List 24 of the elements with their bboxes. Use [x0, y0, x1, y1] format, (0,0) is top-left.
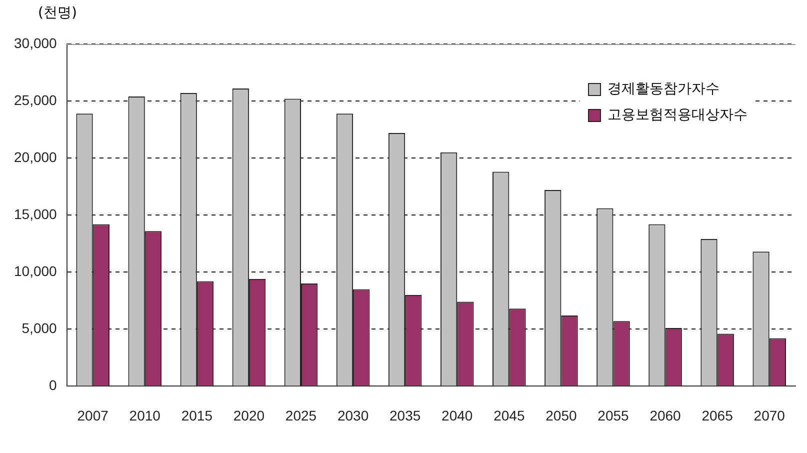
y-tick-label: 25,000: [14, 92, 58, 108]
x-tick-label: 2010: [129, 407, 161, 424]
x-tick-label: 2045: [494, 407, 525, 424]
y-tick-label: 5,000: [22, 320, 58, 336]
y-tick-label: 20,000: [14, 148, 58, 165]
x-tick-label: 2065: [702, 407, 734, 424]
x-tick-label: 2035: [390, 407, 421, 424]
x-tick-label: 2070: [754, 407, 786, 424]
x-tick-label: 2025: [285, 407, 317, 424]
x-tick-label: 2060: [650, 407, 682, 424]
x-tick-label: 2050: [546, 407, 577, 424]
y-tick-label: 10,000: [14, 262, 58, 279]
y-tick-label: 15,000: [14, 206, 58, 222]
x-tick-label: 2055: [598, 407, 630, 424]
y-tick-label: 30,000: [14, 34, 58, 51]
x-tick-label: 2015: [181, 407, 213, 424]
y-tick-label: 0: [49, 377, 58, 394]
legend-label: 경제활동참가자수: [607, 80, 720, 99]
x-tick-label: 2030: [337, 407, 369, 424]
x-tick-label: 2007: [77, 407, 109, 424]
y-axis-title: (천명): [38, 4, 77, 22]
x-tick-label: 2040: [442, 407, 473, 424]
x-tick-label: 2020: [233, 407, 265, 424]
legend-label: 고용보험적용대상자수: [607, 106, 748, 125]
